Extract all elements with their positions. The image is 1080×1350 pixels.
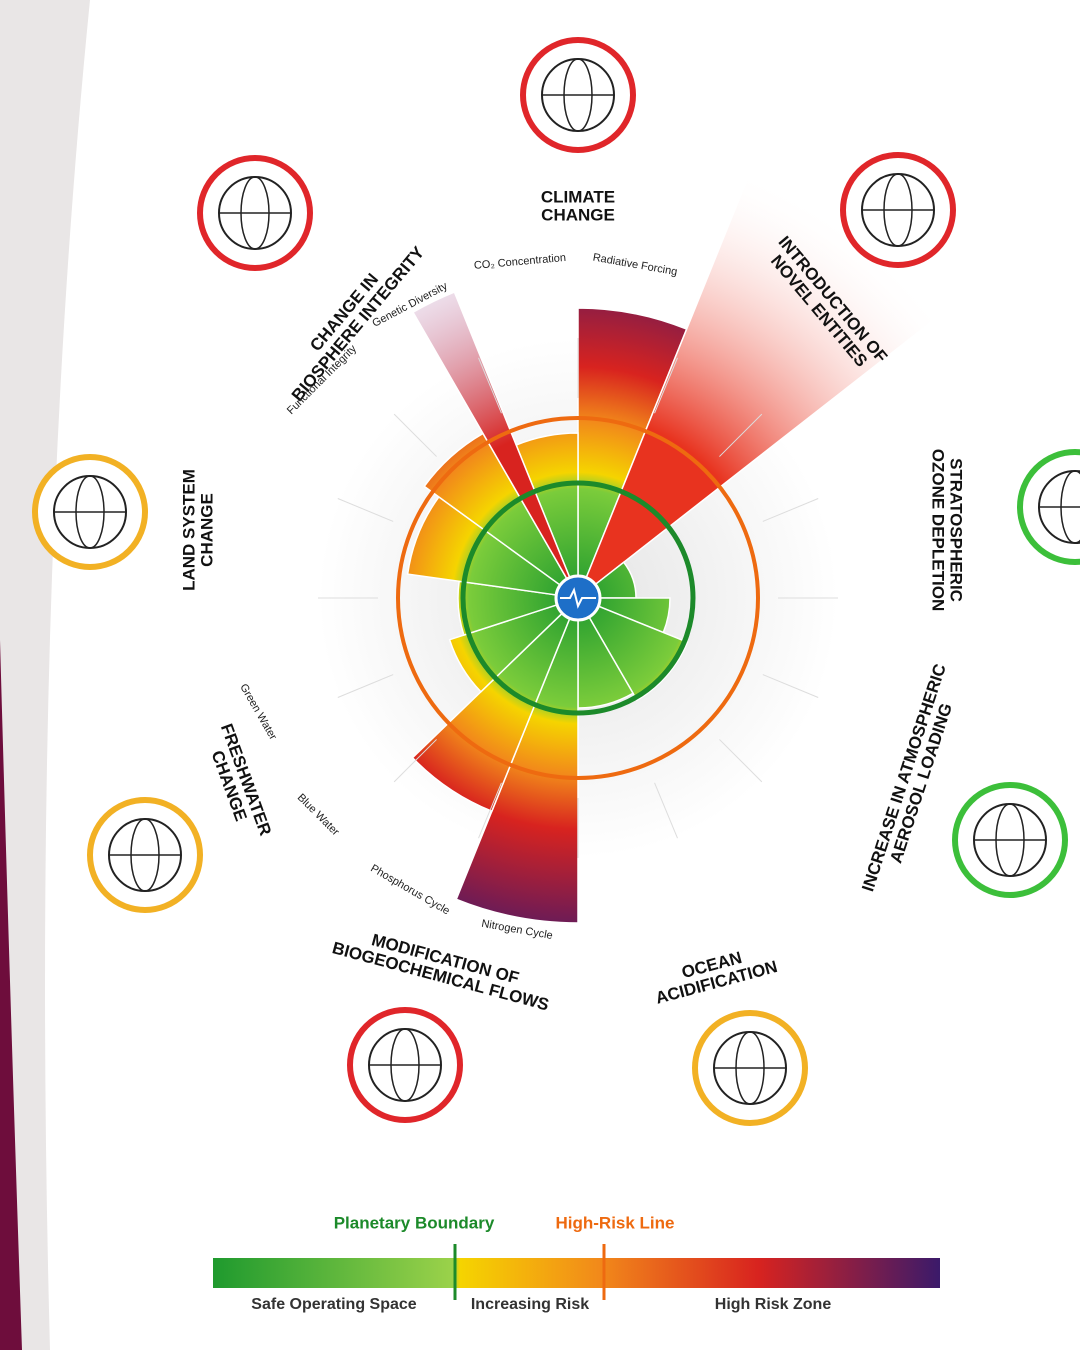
legend-increasing: Increasing Risk bbox=[471, 1296, 589, 1313]
divider bbox=[719, 739, 763, 783]
sub-label: Green Water bbox=[237, 682, 279, 742]
boundary-line: CLIMATE bbox=[541, 187, 615, 206]
legend-bar bbox=[213, 1258, 940, 1288]
boundary-label: LAND SYSTEM CHANGE bbox=[179, 469, 216, 591]
legend-safe: Safe Operating Space bbox=[251, 1296, 416, 1313]
side-band bbox=[0, 640, 22, 1350]
boundary-line: LAND SYSTEM bbox=[179, 469, 198, 591]
sub-label: Radiative Forcing bbox=[592, 252, 678, 279]
legend-risk: High-Risk Line bbox=[555, 1213, 674, 1232]
divider bbox=[719, 413, 763, 457]
boundary-line: STRATOSPHERIC bbox=[947, 458, 966, 602]
boundary-line: CHANGE bbox=[541, 205, 615, 224]
divider bbox=[478, 782, 502, 839]
legend-high: High Risk Zone bbox=[715, 1296, 832, 1313]
boundary-line: OZONE DEPLETION bbox=[929, 449, 948, 611]
globe bbox=[554, 574, 602, 622]
divider bbox=[393, 739, 437, 783]
sub-label: Blue Water bbox=[295, 792, 342, 839]
divider bbox=[337, 498, 394, 522]
boundary-line: CHANGE bbox=[197, 493, 216, 567]
divider bbox=[762, 674, 819, 698]
sub-label: CO₂ Concentration bbox=[473, 252, 566, 272]
divider bbox=[762, 498, 819, 522]
side-shade bbox=[0, 0, 90, 1350]
divider bbox=[478, 357, 502, 414]
legend-boundary: Planetary Boundary bbox=[334, 1213, 495, 1232]
divider bbox=[654, 782, 678, 839]
divider bbox=[393, 413, 437, 457]
divider bbox=[337, 674, 394, 698]
high-risk-circle bbox=[396, 416, 760, 780]
sub-label: Phosphorus Cycle bbox=[368, 862, 451, 917]
divider bbox=[654, 357, 678, 414]
boundary-line: BIOSPHERE INTEGRITY bbox=[288, 242, 429, 405]
boundary-circle bbox=[460, 480, 696, 716]
globe-pulse bbox=[560, 587, 596, 609]
